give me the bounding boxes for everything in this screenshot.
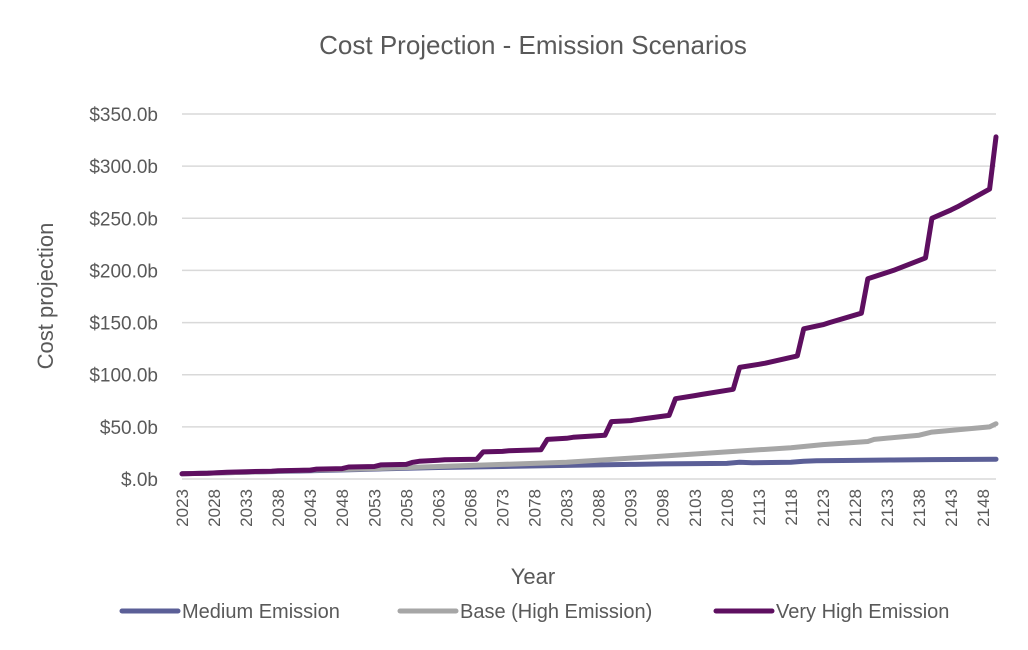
x-axis-ticks: 2023 2028 2033 2038 2043 2048 2053 2058 2063 2068… <box>173 489 993 527</box>
gridlines <box>182 113 996 480</box>
x-tick-label: 2028 <box>205 489 224 527</box>
x-tick-label: 2048 <box>333 489 352 527</box>
y-tick-label: $100.0b <box>89 366 158 387</box>
y-tick-label: $50.0b <box>100 418 158 439</box>
x-tick-label: 2113 <box>750 489 769 526</box>
x-tick-label: 2093 <box>622 489 641 527</box>
legend-label: Base (High Emission) <box>460 601 652 623</box>
y-tick-label: $200.0b <box>89 261 158 282</box>
x-tick-label: 2123 <box>814 489 833 527</box>
x-tick-label: 2078 <box>526 489 545 527</box>
legend: Medium Emission Base (High Emission) Very … <box>119 601 949 623</box>
series-lines <box>179 134 999 477</box>
legend-label: Very High Emission <box>776 601 949 623</box>
x-tick-label: 2138 <box>910 489 929 527</box>
y-tick-label: $250.0b <box>89 209 158 230</box>
chart-title: Cost Projection - Emission Scenarios <box>319 30 747 60</box>
x-tick-label: 2143 <box>942 489 961 527</box>
x-tick-label: 2053 <box>365 489 384 527</box>
x-tick-label: 2148 <box>974 489 993 527</box>
x-tick-label: 2023 <box>173 489 192 527</box>
x-tick-label: 2133 <box>878 489 897 527</box>
y-axis-label: Cost projection <box>33 223 58 370</box>
x-tick-label: 2033 <box>237 489 256 527</box>
x-axis-label: Year <box>511 564 555 589</box>
x-tick-label: 2043 <box>301 489 320 527</box>
x-tick-label: 2083 <box>558 489 577 527</box>
x-tick-label: 2063 <box>429 489 448 527</box>
series-line-2 <box>179 134 999 477</box>
x-tick-label: 2068 <box>461 489 480 527</box>
x-tick-label: 2088 <box>590 489 609 527</box>
legend-label: Medium Emission <box>182 601 340 623</box>
y-axis-ticks: $.0b $50.0b $100.0b $150.0b $200.0b $250.0b $3… <box>89 105 158 491</box>
y-tick-label: $150.0b <box>89 314 158 335</box>
y-tick-label: $350.0b <box>89 105 158 126</box>
x-tick-label: 2038 <box>269 489 288 527</box>
x-tick-label: 2128 <box>846 489 865 527</box>
y-tick-label: $300.0b <box>89 157 158 178</box>
x-tick-label: 2058 <box>397 489 416 527</box>
x-tick-label: 2103 <box>686 489 705 527</box>
x-tick-label: 2108 <box>718 489 737 527</box>
x-tick-label: 2073 <box>493 489 512 527</box>
y-tick-label: $.0b <box>121 470 158 491</box>
x-tick-label: 2118 <box>782 489 801 526</box>
x-tick-label: 2098 <box>654 489 673 527</box>
